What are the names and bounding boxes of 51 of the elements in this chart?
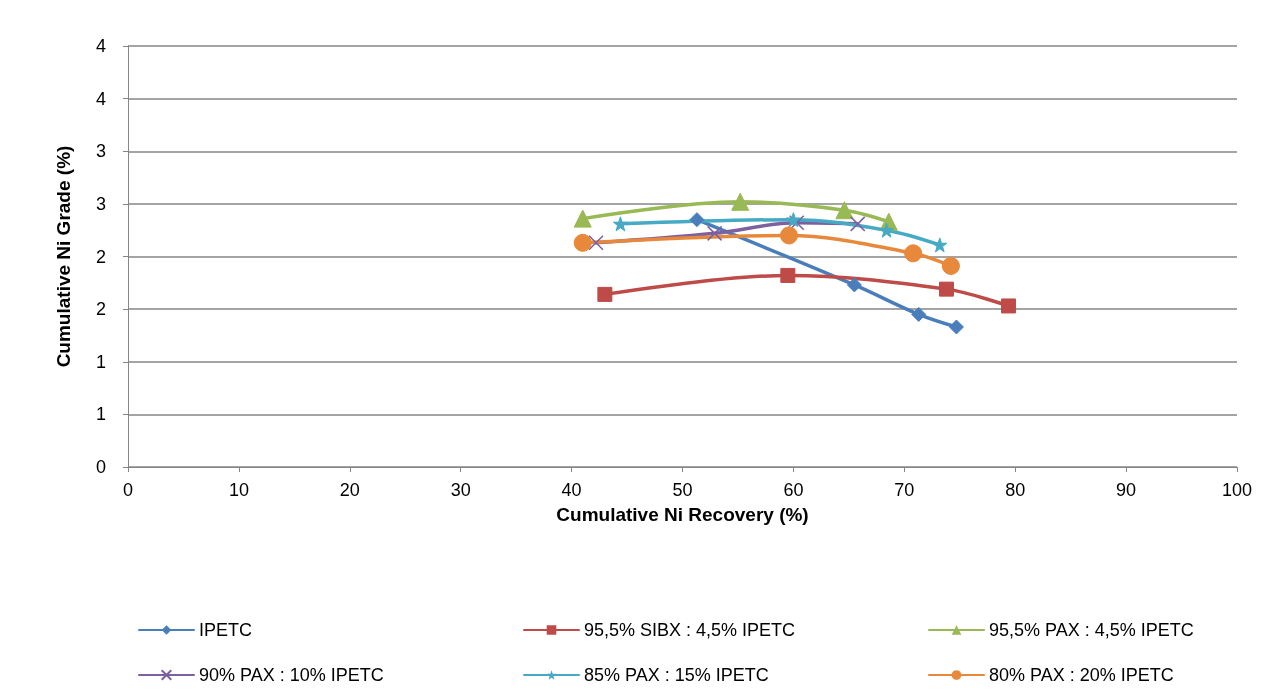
- x-tick-label: 0: [122, 480, 134, 500]
- point: [835, 201, 854, 220]
- point: [932, 237, 948, 253]
- point: [785, 212, 801, 228]
- point: [573, 233, 592, 252]
- x-tick-label: 20: [339, 480, 360, 500]
- point: [731, 192, 750, 211]
- x-tick-label: 50: [672, 480, 693, 500]
- x-tick-label: 60: [783, 480, 804, 500]
- point: [1001, 298, 1017, 314]
- x-tick-label: 80: [1005, 480, 1026, 500]
- y-tick-label: 0: [95, 457, 106, 477]
- point: [597, 286, 613, 302]
- legend-label: IPETC: [199, 620, 253, 640]
- x-axis-title: Cumulative Ni Recovery (%): [556, 504, 809, 525]
- y-tick-label: 1: [95, 404, 106, 425]
- legend-label: 90% PAX : 10% IPETC: [199, 665, 384, 685]
- y-tick-label: 4: [95, 36, 106, 56]
- point: [612, 216, 628, 232]
- point: [911, 306, 927, 322]
- y-axis-title: Cumulative Ni Grade (%): [53, 145, 74, 368]
- point: [689, 212, 705, 228]
- point: [948, 319, 964, 335]
- legend-label: 95,5% PAX : 4,5% IPETC: [989, 620, 1194, 640]
- point: [780, 267, 796, 283]
- point: [941, 256, 960, 275]
- point: [938, 281, 954, 297]
- y-tick-label: 3: [95, 141, 106, 162]
- legend-label: 85% PAX : 15% IPETC: [584, 665, 769, 685]
- point: [779, 226, 798, 245]
- point: [879, 222, 895, 238]
- point: [846, 277, 862, 293]
- y-tick-label: 4: [95, 88, 106, 109]
- point: [706, 225, 723, 242]
- x-tick-label: 100: [1221, 480, 1253, 500]
- y-tick-label: 3: [95, 193, 106, 214]
- point: [904, 244, 923, 263]
- x-tick-label: 40: [561, 480, 582, 500]
- legend-label: 95,5% SIBX : 4,5% IPETC: [584, 620, 796, 640]
- x-tick-label: 90: [1116, 480, 1137, 500]
- point: [849, 216, 866, 232]
- y-tick-label: 1: [95, 351, 106, 372]
- point: [588, 235, 604, 251]
- y-tick-label: 2: [95, 246, 106, 267]
- x-tick-label: 10: [228, 480, 249, 500]
- legend-label: 80% PAX : 20% IPETC: [989, 665, 1174, 685]
- point: [788, 215, 805, 231]
- x-tick-label: 30: [450, 480, 471, 500]
- x-tick-label: 70: [894, 480, 915, 500]
- point: [573, 209, 592, 228]
- y-tick-label: 2: [95, 299, 106, 320]
